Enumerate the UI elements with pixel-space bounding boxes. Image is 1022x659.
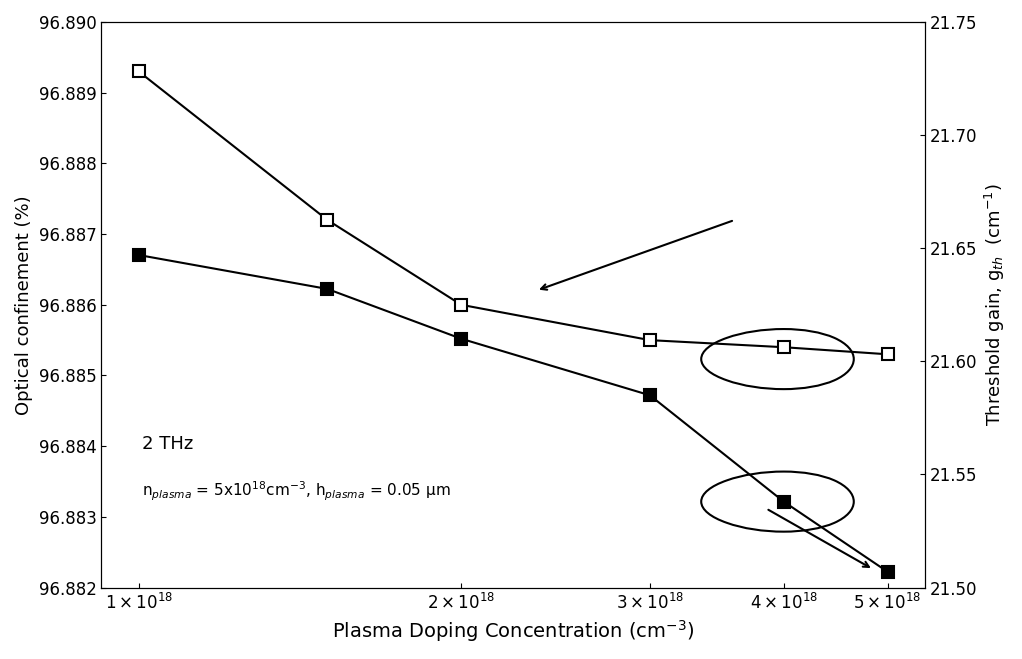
Text: 2 THz: 2 THz bbox=[142, 435, 194, 453]
X-axis label: Plasma Doping Concentration (cm$^{-3}$): Plasma Doping Concentration (cm$^{-3}$) bbox=[332, 618, 694, 644]
Y-axis label: Optical confinement (%): Optical confinement (%) bbox=[15, 195, 33, 415]
Y-axis label: Threshold gain, g$_{th}$  (cm$^{-1}$): Threshold gain, g$_{th}$ (cm$^{-1}$) bbox=[983, 183, 1007, 426]
Text: n$_{plasma}$ = 5x10$^{18}$cm$^{-3}$, h$_{plasma}$ = 0.05 μm: n$_{plasma}$ = 5x10$^{18}$cm$^{-3}$, h$_… bbox=[142, 480, 452, 503]
